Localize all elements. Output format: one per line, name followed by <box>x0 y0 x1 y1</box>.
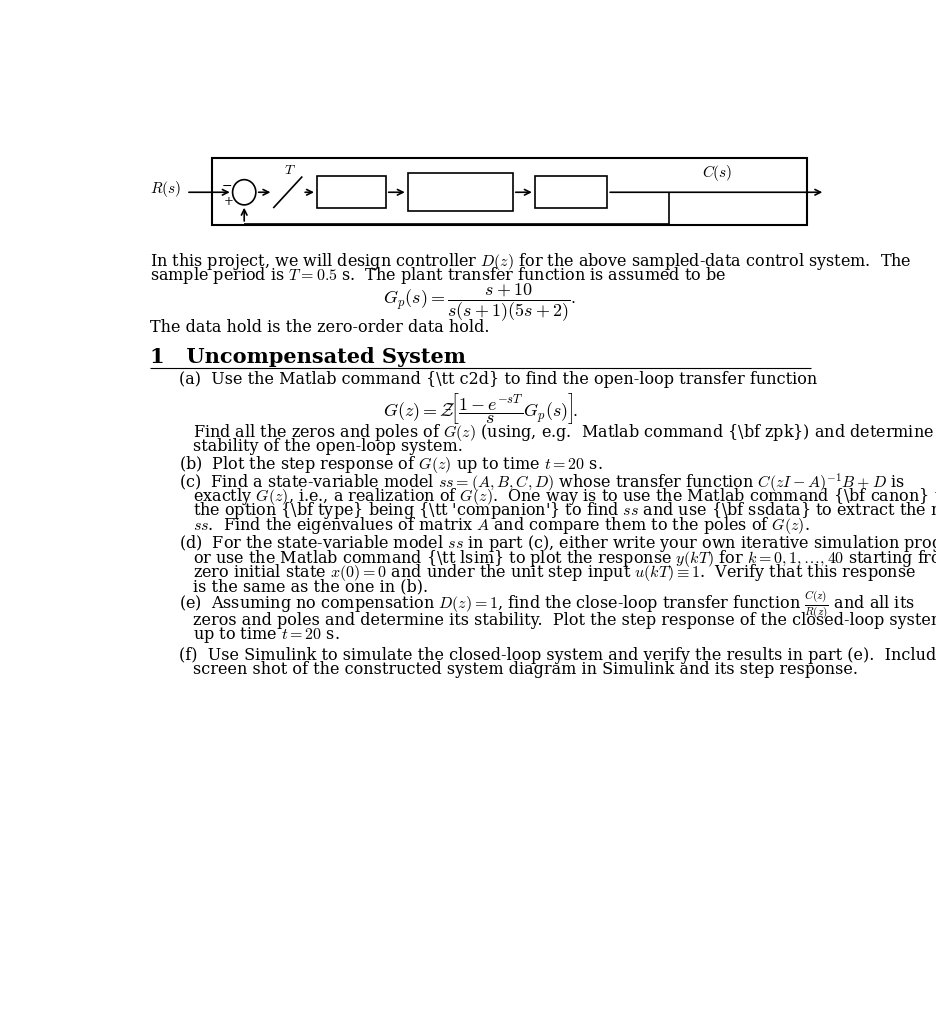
Text: −: − <box>221 180 232 194</box>
Text: $D(z)$: $D(z)$ <box>335 182 367 203</box>
Text: is the same as the one in (b).: is the same as the one in (b). <box>193 578 428 595</box>
Text: $\dfrac{1-e^{-sT}}{s}$: $\dfrac{1-e^{-sT}}{s}$ <box>434 179 485 205</box>
Text: up to time $t = 20$ s.: up to time $t = 20$ s. <box>193 625 340 644</box>
Text: zero initial state $x(0) = 0$ and under the unit step input $u(kT) \equiv 1$.  V: zero initial state $x(0) = 0$ and under … <box>193 562 915 583</box>
Text: In this project, we will design controller $D(z)$ for the above sampled-data con: In this project, we will design controll… <box>150 251 911 272</box>
Text: Find all the zeros and poles of $G(z)$ (using, e.g.  Matlab command {\bf zpk}) a: Find all the zeros and poles of $G(z)$ (… <box>193 422 936 443</box>
Text: (e)  Assuming no compensation $D(z) = 1$, find the close-loop transfer function : (e) Assuming no compensation $D(z) = 1$,… <box>179 590 914 623</box>
Text: stability of the open-loop system.: stability of the open-loop system. <box>193 438 462 456</box>
Text: (d)  For the state-variable model $ss$ in part (c), either write your own iterat: (d) For the state-variable model $ss$ in… <box>179 534 936 554</box>
FancyBboxPatch shape <box>407 173 512 211</box>
FancyBboxPatch shape <box>316 176 386 208</box>
Text: $C(s)$: $C(s)$ <box>701 163 731 182</box>
Text: The data hold is the zero-order data hold.: The data hold is the zero-order data hol… <box>150 319 489 337</box>
Text: $R(s)$: $R(s)$ <box>150 179 181 199</box>
Text: $G(z) = \mathcal{Z}\!\left[\dfrac{1 - e^{-sT}}{s} G_p(s)\right]\!.$: $G(z) = \mathcal{Z}\!\left[\dfrac{1 - e^… <box>382 391 578 426</box>
Text: $T$: $T$ <box>284 163 296 177</box>
Text: sample period is $T = 0.5$ s.  The plant transfer function is assumed to be: sample period is $T = 0.5$ s. The plant … <box>150 265 725 287</box>
Text: 1   Uncompensated System: 1 Uncompensated System <box>150 347 465 367</box>
Text: (c)  Find a state-variable model $ss = (A, B, C, D)$ whose transfer function $C(: (c) Find a state-variable model $ss = (A… <box>179 471 903 494</box>
Text: +: + <box>223 196 233 208</box>
Text: $ss$.  Find the eigenvalues of matrix $A$ and compare them to the poles of $G(z): $ss$. Find the eigenvalues of matrix $A$… <box>193 514 809 536</box>
Text: the option {\bf type} being {\tt 'companion'} to find $ss$ and use {\bf ssdata} : the option {\bf type} being {\tt 'compan… <box>193 501 936 521</box>
Text: exactly $G(z)$, i.e., a realization of $G(z)$.  One way is to use the Matlab com: exactly $G(z)$, i.e., a realization of $… <box>193 486 936 507</box>
FancyBboxPatch shape <box>534 176 607 208</box>
Text: $G_p(s) = \dfrac{s + 10}{s(s + 1)(5s + 2)}.$: $G_p(s) = \dfrac{s + 10}{s(s + 1)(5s + 2… <box>383 282 577 324</box>
Text: (f)  Use Simulink to simulate the closed-loop system and verify the results in p: (f) Use Simulink to simulate the closed-… <box>179 646 936 664</box>
Text: screen shot of the constructed system diagram in Simulink and its step response.: screen shot of the constructed system di… <box>193 660 857 678</box>
Text: $G_p(s)$: $G_p(s)$ <box>551 182 590 203</box>
Text: zeros and poles and determine its stability.  Plot the step response of the clos: zeros and poles and determine its stabil… <box>193 612 936 629</box>
Text: (a)  Use the Matlab command {\tt c2d} to find the open-loop transfer function: (a) Use the Matlab command {\tt c2d} to … <box>179 371 816 388</box>
Text: (b)  Plot the step response of $G(z)$ up to time $t = 20$ s.: (b) Plot the step response of $G(z)$ up … <box>179 454 602 475</box>
Text: or use the Matlab command {\tt lsim} to plot the response $y(kT)$ for $k = 0, 1,: or use the Matlab command {\tt lsim} to … <box>193 548 936 568</box>
